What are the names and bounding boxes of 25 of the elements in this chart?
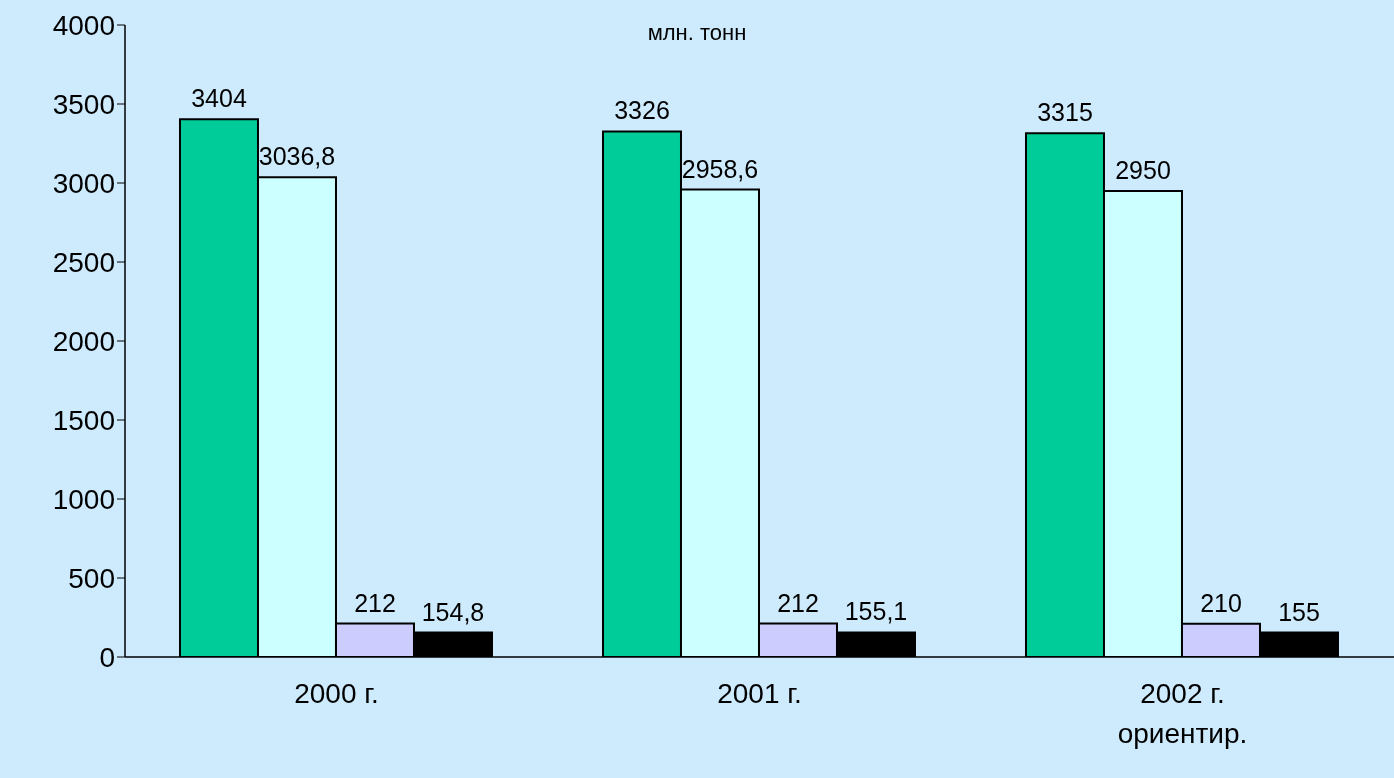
y-tick-label: 2500 — [52, 246, 115, 278]
data-label: 2958,6 — [681, 154, 759, 183]
data-label: 154,8 — [421, 597, 485, 626]
data-label: 155 — [1278, 597, 1320, 626]
data-label: 212 — [777, 588, 819, 617]
y-tick-label: 500 — [68, 562, 115, 594]
data-label: 3315 — [1037, 98, 1093, 127]
y-tick-label: 0 — [99, 641, 115, 673]
x-tick-label: 2000 г. — [294, 678, 379, 709]
y-tick-label: 2000 — [52, 325, 115, 357]
data-label: 3404 — [191, 84, 247, 113]
data-label: 3036,8 — [258, 142, 336, 171]
chart-subtitle: млн. тонн — [647, 20, 747, 45]
x-tick-label: 2002 г. ориентир. — [1117, 678, 1248, 749]
y-tick-label: 3500 — [52, 88, 115, 120]
y-tick-label: 4000 — [52, 9, 115, 41]
data-label: 2950 — [1115, 155, 1171, 184]
y-tick-label: 1000 — [52, 483, 115, 515]
data-label: 210 — [1200, 588, 1242, 617]
y-tick-label: 3000 — [52, 167, 115, 199]
y-tick-label: 1500 — [52, 404, 115, 436]
data-label: 155,1 — [844, 597, 908, 626]
data-label: 3326 — [614, 96, 670, 125]
x-tick-label: 2001 г. — [717, 678, 802, 709]
data-label: 212 — [354, 588, 396, 617]
